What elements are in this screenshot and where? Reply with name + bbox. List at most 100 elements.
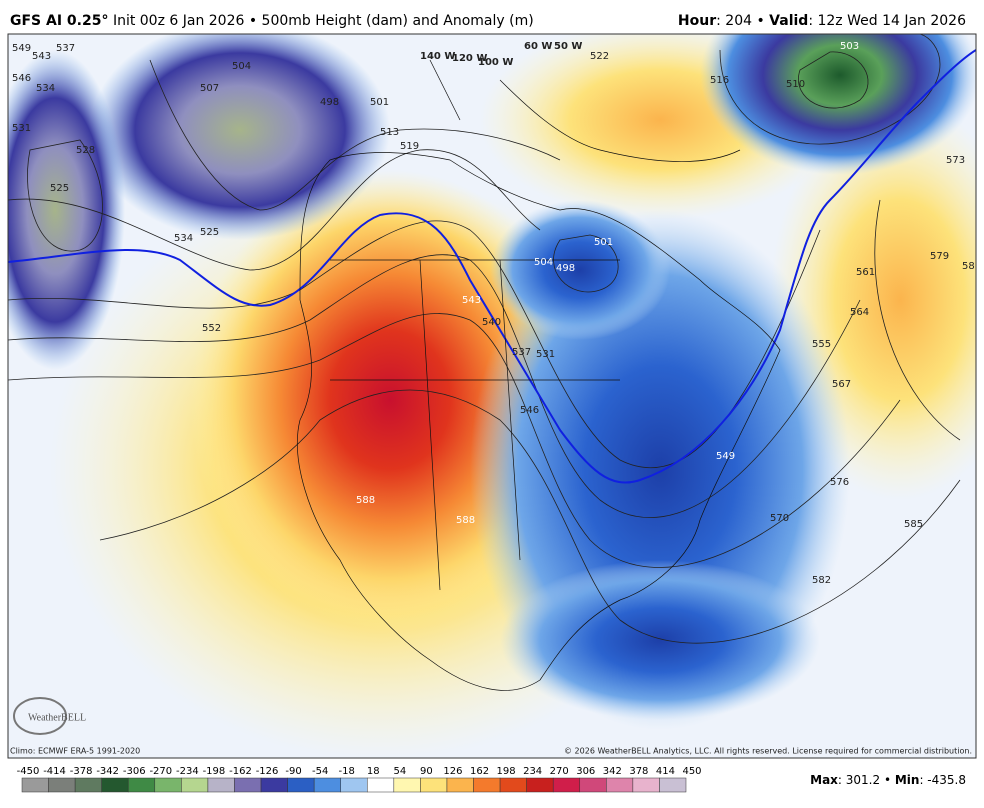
colorbar-swatch [181, 777, 209, 793]
colorbar-swatch [207, 777, 235, 793]
north-america [297, 152, 781, 691]
colorbar-swatch [260, 777, 288, 793]
colorbar-tick-label: -162 [229, 766, 252, 777]
contour-label: 576 [830, 477, 849, 488]
contour-label: 516 [710, 75, 729, 86]
init: Init 00z 6 Jan 2026 • 500mb Height (dam)… [113, 13, 534, 29]
pacific-low [8, 50, 125, 370]
min: : -435.8 [919, 773, 966, 787]
contours [8, 34, 961, 644]
colorbar-swatch [101, 777, 129, 793]
contour-label: 501 [594, 237, 613, 248]
colorbar-swatch [48, 777, 76, 793]
colorbar-tick-label: -414 [43, 766, 66, 777]
contour-label: 534 [174, 233, 193, 244]
contour-label: 588 [456, 515, 475, 526]
colorbar-swatch [21, 777, 49, 793]
contour-label: 503 [840, 41, 859, 52]
contour-label: 507 [200, 83, 219, 94]
contour-label: 579 [930, 251, 949, 262]
logo-swirl [13, 697, 67, 735]
colorbar-tick-label: 162 [470, 766, 489, 777]
valid-key: Valid [769, 13, 808, 29]
stats: Max: 301.2 • Min: -435.8 [810, 773, 966, 787]
colorbar-tick-label: -18 [339, 766, 355, 777]
copyright: © 2026 WeatherBELL Analytics, LLC. All r… [564, 747, 972, 756]
colorbar-tick-label: 450 [682, 766, 701, 777]
contour [798, 51, 869, 109]
contour-label: 549 [716, 451, 735, 462]
colorbar-swatch [367, 777, 395, 793]
contour-label: 519 [400, 141, 419, 152]
colorbar-tick-label: 90 [420, 766, 433, 777]
colorbar-swatch [499, 777, 527, 793]
max: : 301.2 • [838, 773, 895, 787]
arctic-islands [429, 59, 741, 162]
colorbar-tick-label: -342 [96, 766, 119, 777]
contour-label: 543 [462, 295, 481, 306]
contour-label: 555 [812, 339, 831, 350]
colorbar-tick-label: 306 [576, 766, 595, 777]
colorbar-swatch [552, 777, 581, 793]
contour-label: 537 [512, 347, 531, 358]
colorbar-tick-label: -90 [285, 766, 301, 777]
contour [719, 34, 941, 145]
max-key: Max [810, 773, 838, 787]
contour-label: 567 [832, 379, 851, 390]
contour-label: 549 [12, 43, 31, 54]
colorbar-tick-label: 270 [550, 766, 569, 777]
colorbar-tick-label: 378 [629, 766, 648, 777]
colorbar-tick-label: -450 [17, 766, 40, 777]
colorbar: -450 -414 -378 -342 -306 -270 -234 -198 -162 -126… [17, 766, 702, 793]
coastlines [297, 59, 781, 691]
colorbar-tick-label: -378 [70, 766, 93, 777]
contour-label: 561 [856, 267, 875, 278]
arctic-low [700, 34, 976, 175]
colorbar-swatch [420, 777, 448, 793]
contour-label: 573 [946, 155, 965, 166]
contour-label: 525 [50, 183, 69, 194]
contour-label: 585 [962, 261, 981, 272]
colorbar-tick-label: 18 [367, 766, 380, 777]
contour-label: 588 [356, 495, 375, 506]
contour [8, 313, 901, 568]
colorbar-swatch [287, 777, 315, 793]
colorbar-tick-label: -126 [256, 766, 279, 777]
contour [8, 220, 821, 469]
colorbar-tick-label: -234 [176, 766, 199, 777]
colorbar-swatch [74, 777, 102, 793]
valid: : 12z Wed 14 Jan 2026 [808, 13, 966, 29]
colorbar-swatch [473, 777, 501, 793]
colorbar-tick-label: 414 [656, 766, 675, 777]
contour-label: 531 [536, 349, 555, 360]
logo: WeatherBELL [13, 697, 86, 735]
contour-label: 537 [56, 43, 75, 54]
colorbar-tick-label: -54 [312, 766, 328, 777]
contour-label: 570 [770, 513, 789, 524]
contour-label: 585 [904, 519, 923, 530]
colorbar-tick-label: 54 [393, 766, 406, 777]
logo-text: WeatherBELL [28, 712, 86, 723]
contour [874, 199, 961, 441]
colorbar-tick-label: 342 [603, 766, 622, 777]
contour [149, 59, 561, 211]
map: 549 546 543 537 534 531 528 525 507 504 … [8, 34, 981, 758]
colorbar-swatch [127, 777, 156, 793]
contour-label: 534 [36, 83, 55, 94]
contour-labels: 549 546 543 537 534 531 528 525 507 504 … [12, 41, 981, 586]
colorbar-swatch [313, 777, 341, 793]
colorbar-swatch [393, 777, 421, 793]
contour [99, 389, 961, 644]
contour-label: 582 [812, 575, 831, 586]
contour-label: 525 [200, 227, 219, 238]
contour-label: 501 [370, 97, 389, 108]
longitude-label: 60 W [524, 41, 552, 52]
contour-label: 498 [556, 263, 575, 274]
longitude-label: 140 W [420, 51, 455, 62]
colorbar-tick-label: 198 [497, 766, 516, 777]
colorbar-swatch [606, 777, 634, 793]
min-key: Min [895, 773, 920, 787]
colorbar-tick-label: -270 [149, 766, 172, 777]
contour-label: 528 [76, 145, 95, 156]
